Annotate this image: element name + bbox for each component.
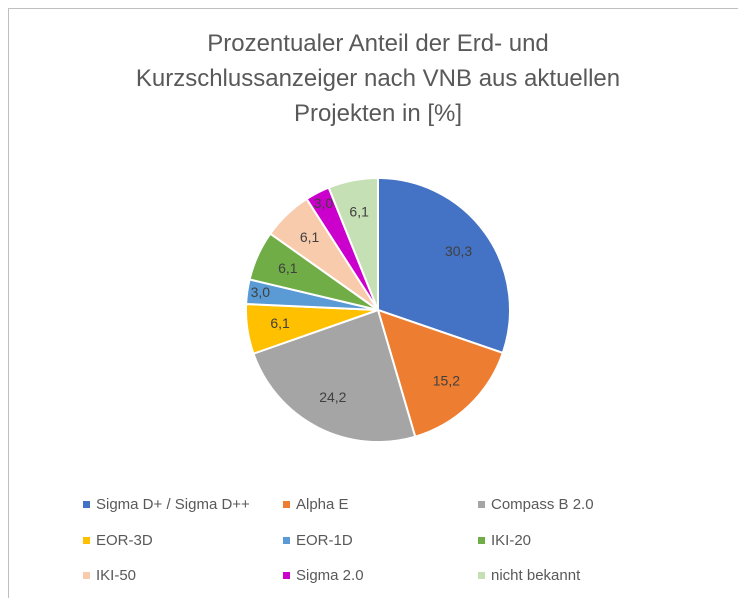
legend-label: Compass B 2.0 (491, 496, 594, 513)
legend-swatch (83, 536, 90, 544)
data-label: 24,2 (319, 389, 346, 405)
data-label: 30,3 (445, 243, 472, 259)
legend-swatch (478, 571, 485, 579)
legend-item: IKI-20 (478, 532, 531, 549)
legend-item: IKI-50 (83, 567, 136, 584)
pie-slice (327, 176, 379, 311)
legend-label: IKI-20 (491, 532, 532, 549)
legend-item: nicht bekannt (478, 567, 580, 584)
legend-item: Sigma D+ / Sigma D++ (83, 496, 250, 513)
legend-label: Sigma D+ / Sigma D++ (96, 496, 250, 513)
legend-swatch (283, 571, 290, 579)
legend-item: Compass B 2.0 (478, 496, 594, 513)
legend-label: nicht bekannt (491, 567, 581, 584)
chart-frame (8, 8, 738, 598)
pie-slice (377, 176, 511, 355)
data-label: 6,1 (349, 204, 369, 220)
legend-label: EOR-1D (296, 532, 353, 549)
legend-label: IKI-50 (96, 567, 137, 584)
legend-swatch (283, 500, 290, 508)
legend-label: EOR-3D (96, 532, 153, 549)
legend-item: Alpha E (283, 496, 349, 513)
data-label: 15,2 (433, 372, 460, 388)
legend-item: EOR-1D (283, 532, 353, 549)
data-label: 3,0 (251, 284, 271, 300)
legend-swatch (283, 536, 290, 544)
legend-swatch (83, 571, 90, 579)
data-label: 6,1 (270, 315, 290, 331)
data-label: 6,1 (300, 229, 320, 245)
legend-swatch (478, 536, 485, 544)
data-label: 3,0 (314, 195, 334, 211)
legend-label: Sigma 2.0 (296, 567, 364, 584)
pie-slice (376, 308, 505, 438)
legend-label: Alpha E (296, 496, 349, 513)
legend-swatch (478, 500, 485, 508)
legend-item: Sigma 2.0 (283, 567, 364, 584)
chart-title: Prozentualer Anteil der Erd- und Kurzsch… (135, 30, 621, 127)
pie-slice (252, 308, 417, 443)
legend-swatch (83, 500, 90, 508)
legend-item: EOR-3D (83, 532, 153, 549)
data-label: 6,1 (278, 260, 298, 276)
